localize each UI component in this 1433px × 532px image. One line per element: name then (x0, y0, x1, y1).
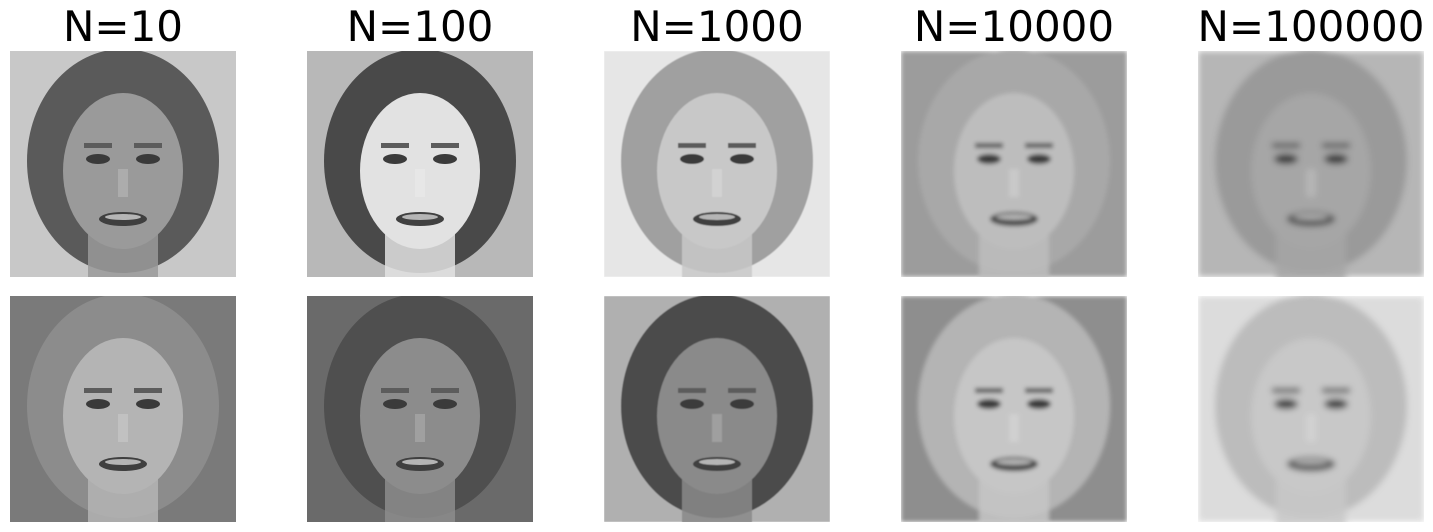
face-sample-n100000-2 (1198, 296, 1424, 522)
face-image (10, 51, 236, 277)
face-image (1198, 51, 1424, 277)
column-title: N=1000 (630, 2, 804, 51)
face-image (901, 296, 1127, 522)
face-image (604, 296, 830, 522)
face-image (307, 51, 533, 277)
column-title: N=100000 (1197, 2, 1425, 51)
face-sample-n10-1 (10, 51, 236, 277)
column-title: N=10000 (913, 2, 1115, 51)
face-sample-n10-2 (10, 296, 236, 522)
face-image (10, 296, 236, 522)
face-sample-n100-1 (307, 51, 533, 277)
face-sample-n10000-2 (901, 296, 1127, 522)
face-image (1198, 296, 1424, 522)
column-title: N=100 (346, 2, 494, 51)
column-title: N=10 (62, 2, 184, 51)
face-sample-n100000-1 (1198, 51, 1424, 277)
face-image (307, 296, 533, 522)
face-sample-n100-2 (307, 296, 533, 522)
face-sample-n1000-2 (604, 296, 830, 522)
face-sample-n10000-1 (901, 51, 1127, 277)
face-sample-n1000-1 (604, 51, 830, 277)
face-image (901, 51, 1127, 277)
face-image (604, 51, 830, 277)
